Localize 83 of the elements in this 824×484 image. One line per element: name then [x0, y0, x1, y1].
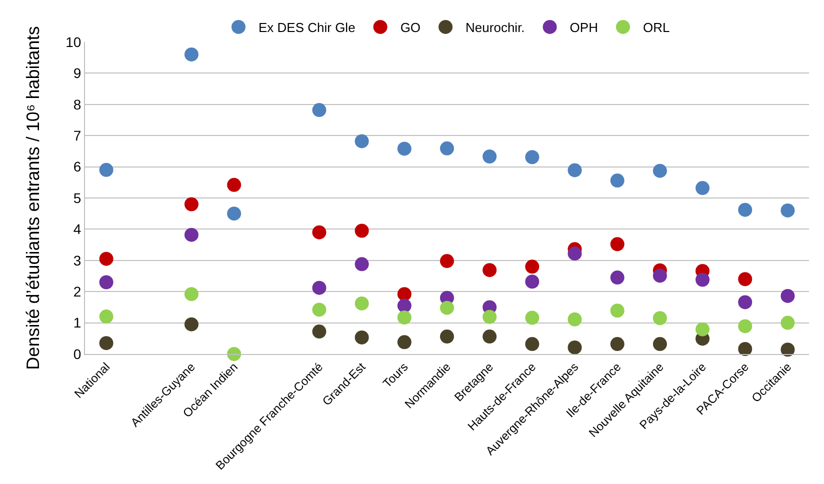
legend-label: Neurochir. [466, 20, 525, 36]
legend-label: ORL [642, 20, 670, 36]
y-tick-label: 5 [73, 190, 82, 206]
y-tick-label: 3 [73, 252, 82, 268]
point [99, 275, 114, 290]
point [780, 316, 795, 330]
point [227, 206, 242, 221]
point [227, 347, 242, 361]
point [354, 224, 369, 238]
point [738, 342, 752, 356]
point [99, 310, 114, 324]
point [312, 225, 326, 240]
point [397, 142, 412, 156]
point [652, 268, 667, 283]
point [482, 310, 497, 324]
point [99, 162, 114, 177]
point [482, 330, 497, 344]
point [652, 311, 667, 326]
point [397, 310, 412, 324]
point [568, 312, 582, 326]
point [184, 317, 198, 332]
point [227, 178, 242, 192]
point [354, 257, 369, 272]
point [610, 270, 624, 285]
point [440, 300, 454, 315]
point [738, 319, 752, 334]
point [440, 254, 454, 268]
point [184, 287, 198, 302]
legend-label: OPH [570, 20, 598, 36]
y-tick-label: 6 [73, 158, 82, 175]
point [184, 197, 198, 212]
point [780, 342, 795, 357]
point [354, 134, 369, 148]
point [525, 274, 540, 289]
point [652, 164, 667, 178]
point [738, 272, 752, 286]
point [525, 150, 540, 164]
point [696, 322, 710, 336]
point [610, 174, 624, 188]
legend-label: Ex DES Chir Gle [258, 20, 356, 36]
point [780, 203, 795, 218]
point [610, 304, 624, 318]
point [440, 141, 454, 156]
y-tick-label: 10 [66, 34, 82, 50]
point [440, 330, 454, 344]
y-tick-label: 8 [73, 96, 82, 112]
point [738, 295, 752, 310]
point [397, 298, 412, 313]
point [696, 181, 710, 196]
point [525, 310, 540, 325]
point [525, 260, 540, 274]
y-tick-label: 1 [73, 314, 82, 331]
point [525, 337, 540, 352]
point [610, 337, 624, 352]
y-tick-label: 0 [73, 346, 82, 362]
point [397, 335, 412, 350]
point [312, 302, 326, 317]
point [354, 296, 369, 310]
point [184, 47, 198, 62]
point [696, 272, 710, 287]
point [397, 287, 412, 302]
point [568, 163, 582, 178]
point [568, 246, 582, 261]
point [184, 228, 198, 242]
point [482, 263, 497, 278]
point [738, 202, 752, 217]
point [312, 324, 326, 339]
point [312, 103, 326, 118]
legend-label: GO [400, 20, 421, 36]
y-axis-title: Densité d’étudiants entrants / 10⁶ habitants [23, 26, 43, 370]
point [99, 336, 114, 350]
point [99, 252, 114, 266]
y-tick-label: 7 [73, 128, 82, 144]
point [610, 237, 624, 252]
point [652, 337, 667, 352]
point [312, 280, 326, 295]
y-tick-label: 9 [73, 65, 82, 82]
point [780, 288, 795, 303]
point [568, 340, 582, 354]
point [482, 150, 497, 164]
y-tick-label: 2 [73, 284, 82, 300]
point [354, 330, 369, 344]
y-tick-label: 4 [73, 221, 82, 238]
